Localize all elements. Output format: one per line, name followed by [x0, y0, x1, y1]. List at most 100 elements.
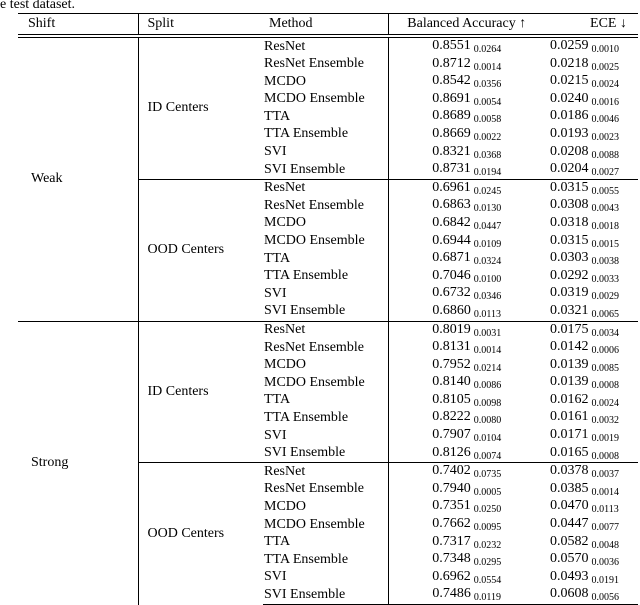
ece-value-cell: 0.0139 0.0008	[545, 374, 638, 392]
method-label: TTA	[264, 250, 291, 266]
balanced-accuracy-cell: 0.6732 0.0346	[387, 285, 545, 303]
ece-std: 0.0027	[591, 167, 620, 179]
balanced-accuracy-value: 0.8551	[432, 38, 471, 53]
ece-value-cell: 0.0321 0.0065	[545, 303, 638, 321]
ece-std: 0.0191	[591, 574, 620, 586]
balanced-accuracy-std: 0.0119	[473, 592, 502, 604]
method-label: ResNet Ensemble	[264, 197, 364, 213]
col-header-ece: ECE ↓	[545, 13, 638, 38]
balanced-accuracy-cell: 0.6871 0.0324	[387, 250, 545, 268]
ece-value: 0.0175	[550, 321, 589, 337]
method-label: MCDO Ensemble	[264, 374, 365, 390]
balanced-accuracy-value: 0.8321	[432, 143, 471, 159]
balanced-accuracy-value: 0.8222	[432, 409, 471, 425]
table-row: ResNet Ensemble 0.7940 0.0005 0.0385 0.0014	[18, 480, 638, 499]
balanced-accuracy-std: 0.0250	[473, 504, 502, 516]
ece-value-cell: 0.0315 0.0055	[545, 178, 638, 198]
ece-value: 0.0493	[550, 568, 589, 584]
ece-value: 0.0470	[550, 498, 589, 514]
method-label: SVI	[264, 285, 287, 301]
method-label: TTA	[264, 392, 291, 408]
table-row: MCDO Ensemble 0.8691 0.0054 0.0240 0.0016	[18, 90, 638, 109]
balanced-accuracy-cell: 0.6863 0.0130	[387, 197, 545, 215]
ece-value: 0.0162	[550, 391, 589, 407]
method-label: MCDO	[264, 357, 307, 373]
ece-value-cell: 0.0582 0.0048	[545, 534, 638, 552]
balanced-accuracy-cell: 0.8731 0.0194	[387, 161, 545, 180]
method-label: TTA	[264, 108, 291, 124]
table-row: MCDO Ensemble 0.7662 0.0095 0.0447 0.0077	[18, 516, 638, 534]
ece-std: 0.0088	[591, 149, 620, 161]
ece-std: 0.0037	[591, 469, 620, 481]
ece-std: 0.0024	[591, 397, 620, 409]
ece-value: 0.0139	[550, 356, 589, 372]
balanced-accuracy-cell: 0.6944 0.0109	[387, 232, 545, 251]
balanced-accuracy-value: 0.8712	[432, 55, 471, 71]
balanced-accuracy-value: 0.6961	[432, 179, 471, 195]
ece-value-cell: 0.0208 0.0088	[545, 144, 638, 162]
table-row: OOD Centers ResNet 0.6961 0.0245 0.0315 0.005…	[18, 178, 638, 321]
balanced-accuracy-value: 0.7351	[432, 498, 471, 514]
ece-std: 0.0008	[591, 450, 620, 462]
ece-value-cell: 0.0139 0.0085	[545, 357, 638, 375]
table-row: TTA Ensemble 0.7046 0.0100 0.0292 0.0033	[18, 267, 638, 286]
balanced-accuracy-value: 0.8140	[432, 374, 471, 390]
table-row: MCDO Ensemble 0.8140 0.0086 0.0139 0.0008	[18, 374, 638, 392]
ece-std: 0.0029	[591, 291, 620, 303]
table-row: SVI Ensemble 0.8731 0.0194 0.0204 0.0027	[18, 161, 638, 180]
method-label: MCDO Ensemble	[264, 516, 365, 532]
ece-value: 0.0165	[550, 444, 589, 460]
ece-value: 0.0318	[550, 214, 589, 230]
balanced-accuracy-cell: 0.6962 0.0554	[387, 568, 545, 587]
table-row: TTA 0.7317 0.0232 0.0582 0.0048	[18, 533, 638, 552]
shift-label: Strong	[18, 320, 138, 605]
balanced-accuracy-std: 0.0346	[473, 291, 502, 303]
ece-value: 0.0308	[550, 197, 589, 213]
balanced-accuracy-std: 0.0014	[473, 61, 502, 73]
table-row: MCDO Ensemble 0.6944 0.0109 0.0315 0.0015	[18, 232, 638, 251]
balanced-accuracy-cell: 0.8126 0.0074	[387, 444, 545, 463]
balanced-accuracy-cell: 0.8105 0.0098	[387, 391, 545, 410]
balanced-accuracy-value: 0.6944	[432, 232, 471, 248]
balanced-accuracy-std: 0.0194	[473, 167, 502, 179]
balanced-accuracy-cell: 0.8321 0.0368	[387, 143, 545, 162]
balanced-accuracy-value: 0.8131	[432, 339, 471, 355]
ece-std: 0.0055	[591, 185, 620, 197]
method-label: SVI Ensemble	[263, 586, 388, 605]
balanced-accuracy-cell: 0.8140 0.0086	[387, 374, 545, 392]
ece-value: 0.0240	[550, 90, 589, 106]
balanced-accuracy-value: 0.6860	[432, 302, 471, 318]
ece-std: 0.0018	[591, 220, 620, 232]
balanced-accuracy-cell: 0.8019 0.0031	[387, 320, 545, 340]
method-label: ResNet	[263, 462, 388, 481]
balanced-accuracy-value: 0.7940	[432, 480, 471, 496]
header-row: Shift Split Method Balanced Accuracy ↑ E…	[18, 13, 638, 38]
balanced-accuracy-cell: 0.8712 0.0014	[387, 55, 545, 74]
ece-value: 0.0315	[550, 179, 589, 195]
method-label: TTA Ensemble	[264, 551, 349, 567]
method-label: SVI	[264, 569, 287, 585]
table-row: ResNet Ensemble 0.8712 0.0014 0.0218 0.0025	[18, 55, 638, 74]
ece-value-cell: 0.0218 0.0025	[545, 56, 638, 74]
split-label: ID Centers	[137, 320, 263, 463]
ece-std: 0.0006	[591, 345, 620, 357]
balanced-accuracy-cell: 0.7402 0.0735	[387, 462, 545, 481]
ece-value-cell: 0.0570 0.0036	[545, 551, 638, 569]
ece-value-cell: 0.0378 0.0037	[545, 462, 638, 481]
balanced-accuracy-std: 0.0214	[473, 362, 502, 374]
ece-std: 0.0048	[591, 539, 620, 551]
caption-fragment: e test dataset.	[0, 0, 76, 12]
balanced-accuracy-std: 0.0080	[473, 415, 502, 427]
ece-value-cell: 0.0162 0.0024	[545, 392, 638, 410]
ece-value-cell: 0.0385 0.0014	[545, 481, 638, 499]
balanced-accuracy-std: 0.0109	[473, 238, 502, 250]
balanced-accuracy-std: 0.0356	[473, 79, 502, 91]
balanced-accuracy-cell: 0.7907 0.0104	[387, 427, 545, 445]
ece-value-cell: 0.0171 0.0019	[545, 427, 638, 445]
ece-value: 0.0447	[550, 516, 589, 532]
balanced-accuracy-value: 0.8126	[432, 444, 471, 460]
balanced-accuracy-value: 0.7486	[432, 586, 471, 602]
ece-value-cell: 0.0240 0.0016	[545, 91, 638, 109]
ece-value-cell: 0.0308 0.0043	[545, 197, 638, 215]
ece-std: 0.0019	[591, 433, 620, 445]
